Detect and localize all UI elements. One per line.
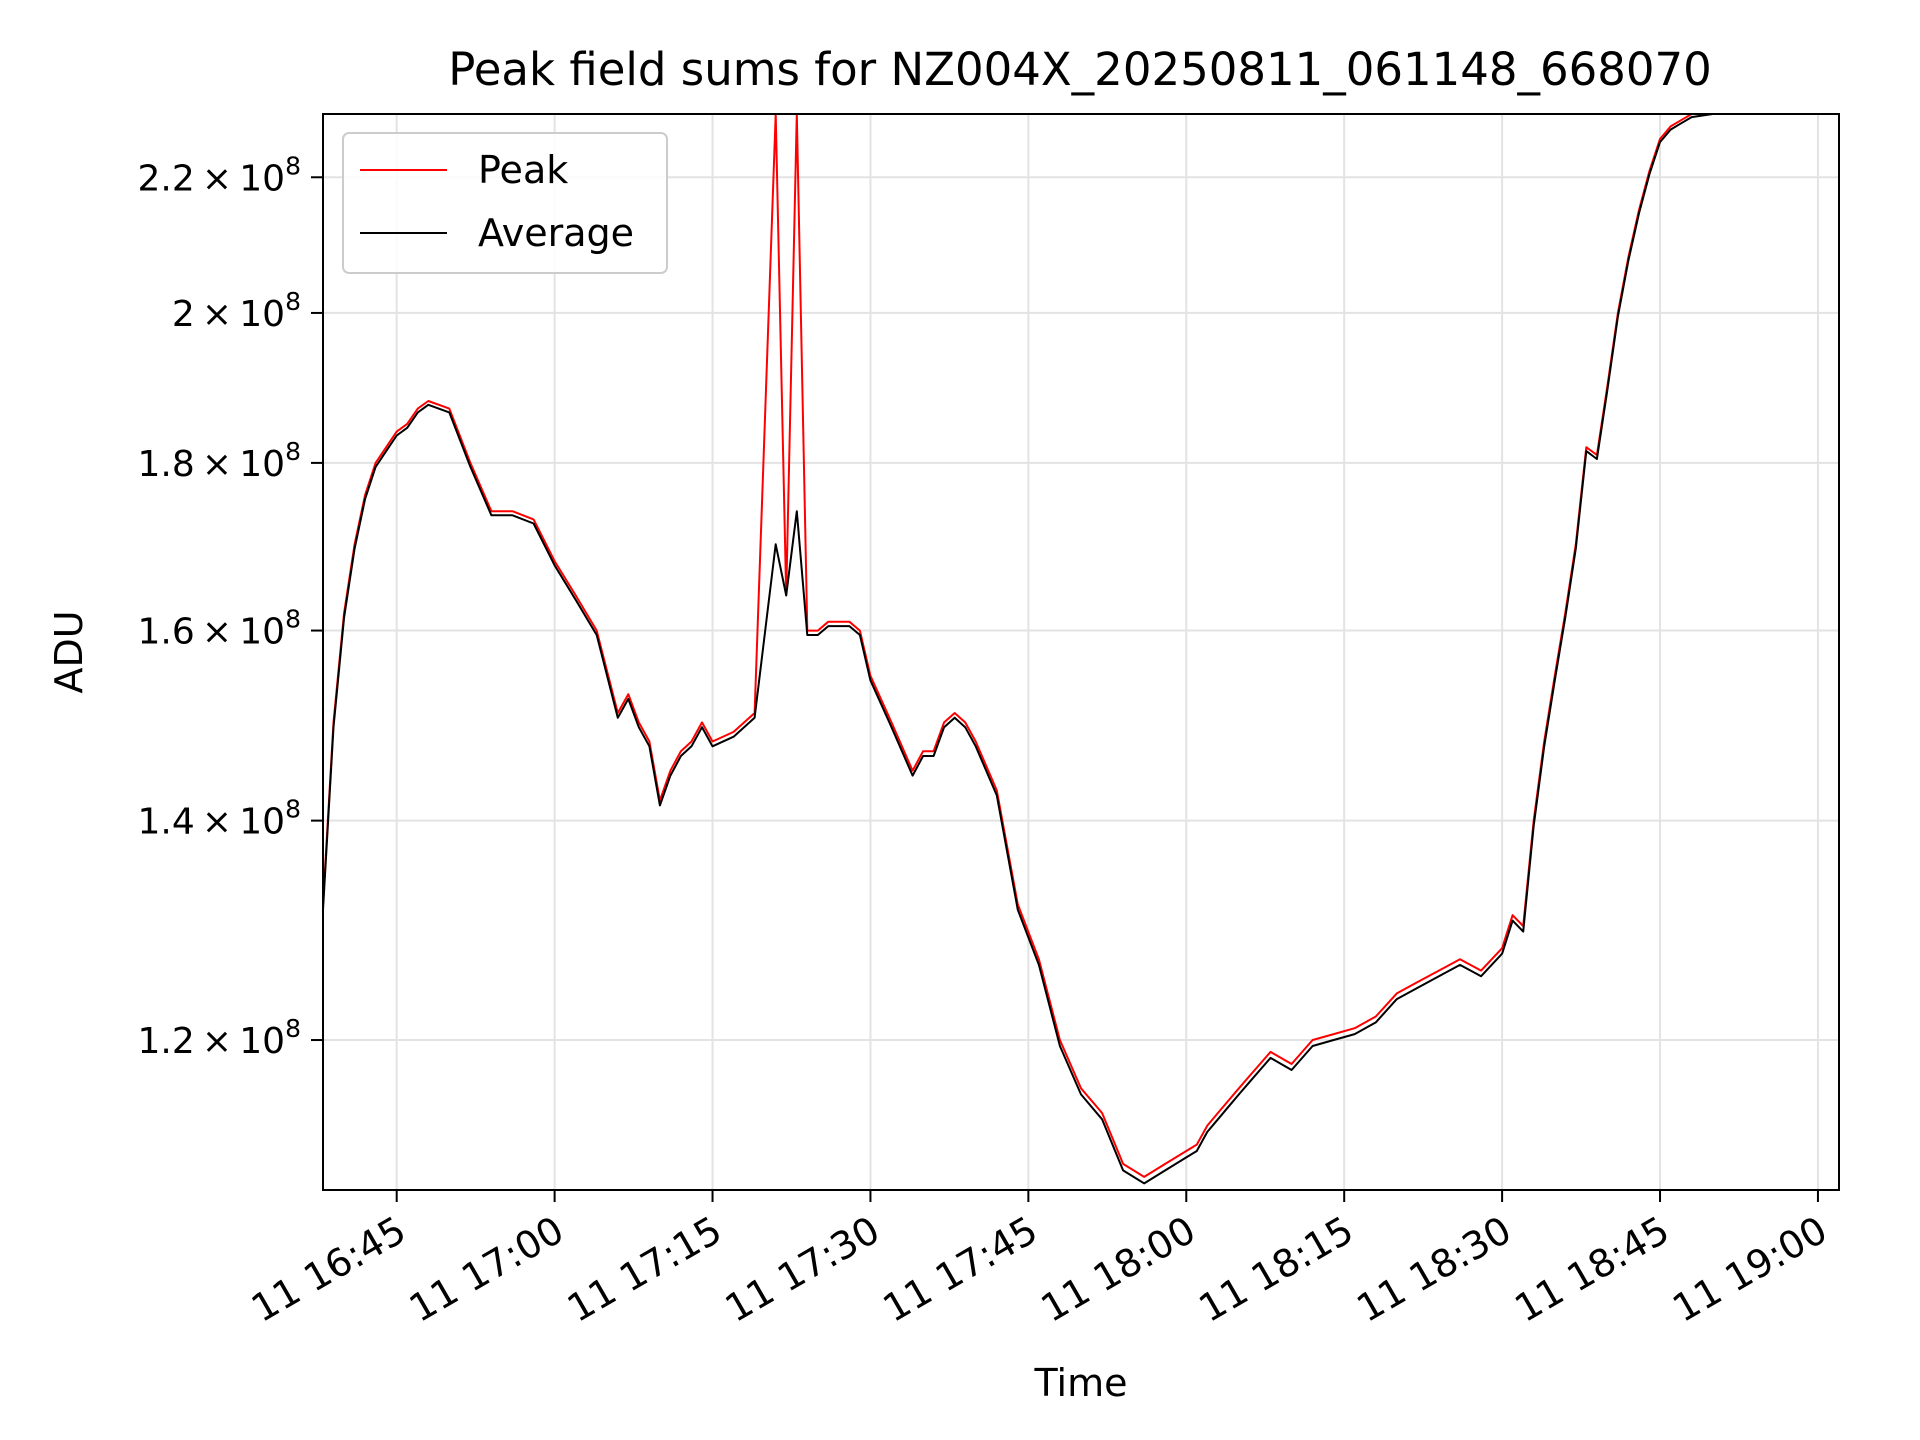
y-tick-label: 2.2 × 108 — [137, 151, 301, 199]
legend-label-peak: Peak — [478, 148, 568, 192]
y-tick-label: 1.6 × 108 — [137, 605, 301, 653]
series-layer — [323, 114, 1766, 1185]
y-tick-label: 1.8 × 108 — [137, 437, 301, 485]
y-tick-label: 2 × 108 — [172, 287, 301, 335]
x-axis-label: Time — [1034, 1361, 1128, 1405]
legend-label-average: Average — [478, 211, 634, 255]
chart-title: Peak field sums for NZ004X_20250811_0611… — [448, 43, 1712, 96]
y-tick-label: 1.2 × 108 — [137, 1014, 301, 1062]
y-axis-ticks: 1.2 × 108 1.4 × 108 1.6 × 108 1.8 × 108 2 × … — [137, 151, 323, 1062]
y-axis-label: ADU — [47, 610, 91, 693]
series-line-average — [323, 114, 1766, 1185]
legend-box — [342, 132, 668, 274]
legend: Peak Average — [342, 132, 668, 274]
plot-frame — [322, 113, 1840, 1191]
y-tick-label: 1.4 × 108 — [137, 795, 301, 843]
